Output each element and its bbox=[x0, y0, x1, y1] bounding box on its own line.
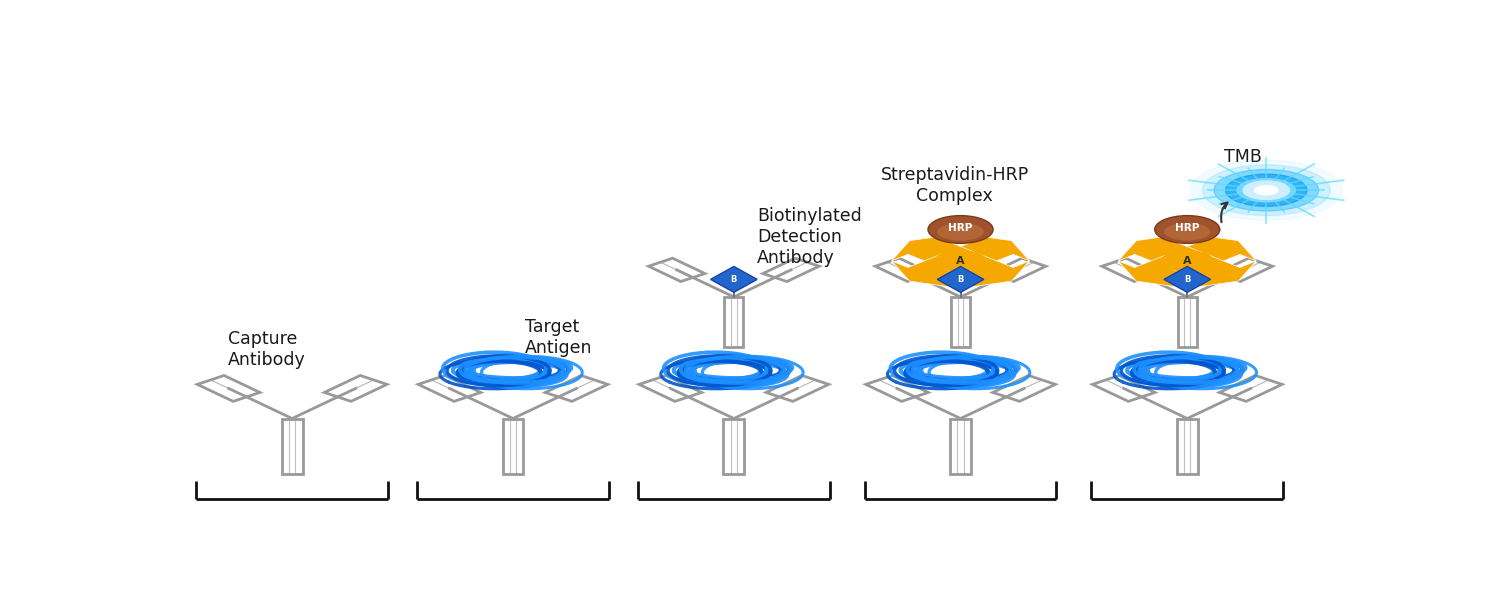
Text: TMB: TMB bbox=[1224, 148, 1262, 166]
Polygon shape bbox=[711, 266, 758, 292]
Circle shape bbox=[1244, 181, 1290, 199]
Polygon shape bbox=[942, 233, 1029, 268]
Circle shape bbox=[1226, 174, 1306, 206]
Ellipse shape bbox=[1164, 223, 1210, 241]
Text: B: B bbox=[730, 275, 736, 284]
Polygon shape bbox=[1164, 266, 1210, 292]
Polygon shape bbox=[1118, 254, 1206, 289]
Circle shape bbox=[1191, 160, 1342, 220]
Text: HRP: HRP bbox=[1174, 223, 1200, 233]
Circle shape bbox=[1203, 165, 1330, 215]
Ellipse shape bbox=[1155, 215, 1220, 244]
Text: Target
Antigen: Target Antigen bbox=[525, 318, 592, 357]
Text: A: A bbox=[957, 256, 964, 266]
Text: A: A bbox=[1184, 256, 1191, 266]
Ellipse shape bbox=[928, 215, 993, 244]
Circle shape bbox=[1161, 251, 1214, 271]
Circle shape bbox=[1238, 179, 1296, 202]
Polygon shape bbox=[1168, 233, 1257, 268]
Text: B: B bbox=[957, 275, 963, 284]
Text: HRP: HRP bbox=[948, 223, 972, 233]
Circle shape bbox=[934, 251, 986, 271]
Polygon shape bbox=[938, 266, 984, 292]
Ellipse shape bbox=[938, 223, 984, 241]
Polygon shape bbox=[942, 254, 1029, 289]
Text: B: B bbox=[1184, 275, 1191, 284]
Circle shape bbox=[1254, 185, 1278, 195]
Polygon shape bbox=[1168, 254, 1257, 289]
Text: Streptavidin-HRP
Complex: Streptavidin-HRP Complex bbox=[880, 166, 1029, 205]
Polygon shape bbox=[1118, 233, 1206, 268]
Circle shape bbox=[1214, 169, 1318, 211]
Text: Capture
Antibody: Capture Antibody bbox=[228, 330, 306, 368]
Polygon shape bbox=[891, 233, 978, 268]
Polygon shape bbox=[891, 254, 978, 289]
Text: Biotinylated
Detection
Antibody: Biotinylated Detection Antibody bbox=[758, 207, 862, 266]
